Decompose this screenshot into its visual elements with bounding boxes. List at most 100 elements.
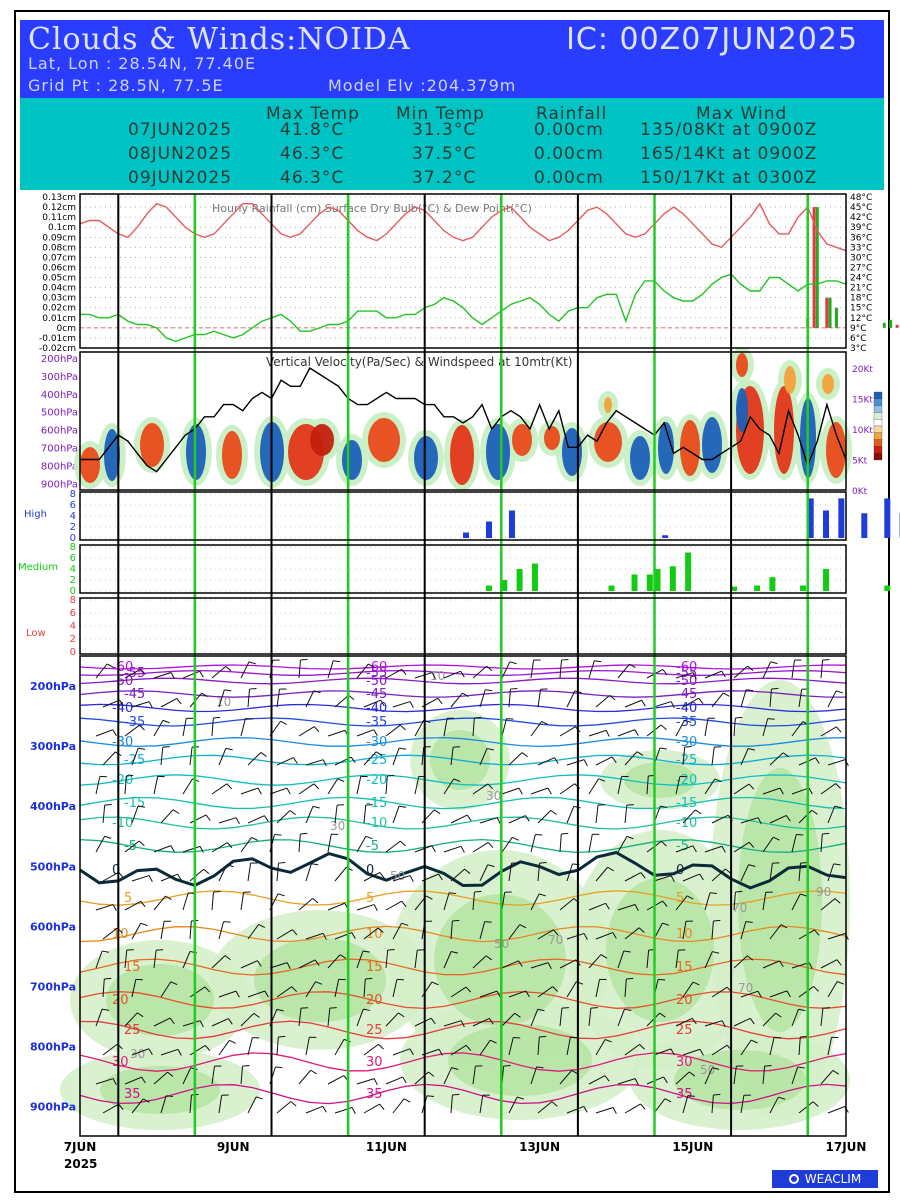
rain-axis-tick: 0.09cm	[42, 233, 76, 243]
wind-barb	[240, 1066, 244, 1085]
wind-barb	[508, 689, 511, 708]
isotherm-label: -15	[676, 796, 697, 811]
wind-barb	[452, 919, 460, 922]
wind-barb	[832, 1070, 840, 1075]
wind-barb	[269, 962, 288, 969]
downdraft-region	[512, 424, 532, 456]
wind-barb	[131, 923, 142, 940]
wind-barb	[148, 701, 153, 709]
downdraft-region	[736, 353, 748, 377]
isotherm-label: 20	[366, 993, 383, 1008]
wind-barb	[662, 900, 668, 907]
wind-barb	[102, 751, 116, 766]
wind-barb	[443, 845, 462, 853]
wind-barb	[800, 893, 808, 897]
isotherm-label: 5	[366, 891, 374, 906]
wind-barb	[551, 1101, 558, 1107]
isotherm-line	[79, 736, 847, 748]
high-cloud-bar	[662, 535, 669, 538]
wind-barb	[286, 962, 291, 970]
wind-barb	[800, 1035, 808, 1038]
wind-barb	[292, 929, 298, 936]
rain-temp-panel-title: Hourly Rainfall (cm) Surface Dry Bulb(°C…	[212, 202, 532, 215]
col-header-max-temp: Max Temp	[266, 104, 360, 124]
wind-barb	[769, 689, 772, 708]
downdraft-region	[822, 374, 834, 394]
wind-barb	[472, 1017, 490, 1027]
wind-barb	[472, 892, 475, 911]
wind-barb	[559, 726, 576, 737]
wind-barb	[305, 1105, 323, 1114]
wind-barb	[421, 981, 433, 998]
temp-axis-tick: 48°C	[850, 193, 872, 203]
wind-barb	[820, 726, 837, 737]
wind-barb	[431, 981, 439, 986]
wind-barb	[791, 660, 795, 679]
wind-barb	[305, 806, 314, 824]
rain-axis-tick: 0.03cm	[42, 294, 76, 304]
vv-legend-swatch	[873, 453, 883, 461]
wind-barb	[401, 900, 407, 907]
x-axis-year-label: 2025	[64, 1157, 97, 1171]
wind-barb	[276, 863, 279, 882]
wind-barb	[474, 890, 482, 893]
wind-barb	[245, 718, 253, 720]
wind-barb	[740, 748, 749, 766]
windspeed-tick: 10Kt	[852, 426, 873, 436]
wind-barb	[240, 892, 245, 911]
wind-barb	[501, 718, 508, 737]
wind-barb	[322, 1106, 327, 1113]
rh-contour-label: 50	[390, 869, 405, 883]
isotherm-label: 5	[676, 891, 684, 906]
wind-barb	[182, 1067, 192, 1085]
cloud-axis-tick: 8	[70, 542, 76, 553]
windspeed-tick: 5Kt	[852, 457, 868, 467]
wind-barb	[664, 1098, 672, 1103]
wind-barb	[508, 752, 523, 766]
wind-barb	[711, 692, 724, 708]
wind-barb	[227, 1018, 233, 1025]
isotherm-label: -10	[366, 816, 387, 831]
wind-barb	[769, 1096, 779, 1114]
wind-barb	[339, 954, 347, 959]
wind-barb	[704, 951, 713, 969]
wind-barb	[704, 1020, 723, 1027]
weaclim-logo: WEACLIM	[772, 1170, 878, 1188]
rh-shading	[606, 878, 714, 1022]
wind-barb	[662, 922, 670, 926]
wind-barb	[822, 832, 830, 835]
wind-barb	[762, 836, 774, 853]
wind-barb	[711, 747, 715, 766]
wind-barb	[300, 832, 308, 835]
isotherm-line	[79, 774, 847, 786]
wind-barb	[479, 990, 498, 998]
wind-barb	[314, 959, 320, 966]
wind-barb	[124, 776, 127, 795]
temp-axis-tick: 21°C	[850, 284, 872, 294]
wind-barb	[240, 1013, 255, 1027]
high-cloud-panel-border	[79, 491, 847, 541]
wind-barb	[659, 747, 667, 750]
wind-barb	[617, 729, 636, 737]
wind-barb	[770, 661, 778, 665]
dew-point-line	[80, 273, 847, 343]
wind-barb	[583, 933, 588, 940]
wind-barb	[451, 1067, 459, 1070]
wind-barb	[769, 814, 787, 824]
wind-barb	[583, 759, 588, 767]
wind-barb	[617, 950, 625, 969]
wind-barb	[182, 778, 194, 795]
wind-barb	[399, 805, 407, 808]
wind-barb	[598, 778, 606, 782]
wind-barb	[348, 694, 355, 701]
vv-legend-swatch	[873, 412, 883, 420]
wind-barb	[398, 747, 407, 750]
isotherm-label: -60	[676, 660, 697, 675]
wind-barb	[392, 747, 400, 766]
wind-barb	[552, 986, 558, 992]
wind-barb	[566, 932, 585, 940]
temp-axis-tick: 42°C	[850, 213, 872, 223]
isotherm-label: -45	[366, 687, 387, 702]
wind-barb	[762, 1012, 776, 1027]
wind-barb	[334, 1107, 353, 1114]
